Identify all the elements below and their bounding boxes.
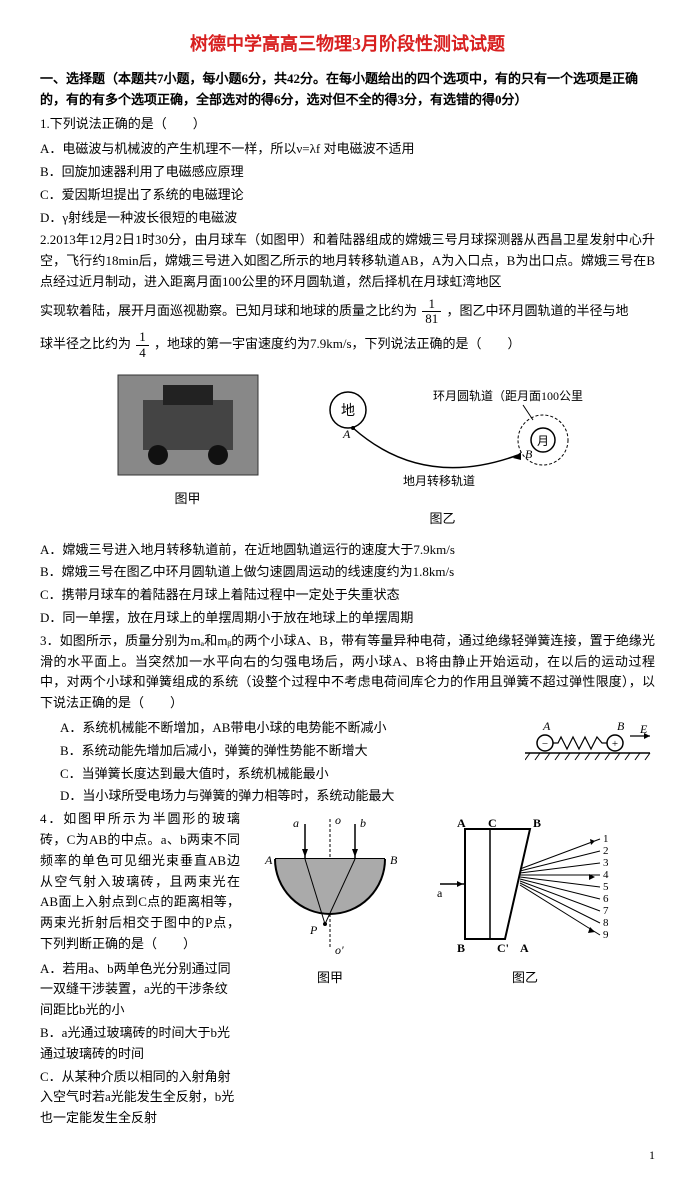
page-title: 树德中学高高三物理3月阶段性测试试题 bbox=[40, 30, 655, 59]
q4-A: A bbox=[264, 853, 273, 867]
q2-frac2-den: 4 bbox=[136, 346, 149, 360]
q4-optC: C．从某种介质以相同的入射角射入空气时若a光能发生全反射，b光也一定能发生全反射 bbox=[40, 1067, 240, 1129]
ray6: 6 bbox=[603, 893, 609, 905]
prism-A2: A bbox=[520, 941, 529, 955]
q3-labelB: B bbox=[617, 719, 625, 733]
prism-C: C bbox=[488, 816, 497, 830]
q2-stem-3b: ，地球的第一宇宙速度约为7.9km/s，下列说法正确的是（ ） bbox=[154, 336, 521, 351]
q3-labelA: A bbox=[542, 719, 551, 733]
moon-label: 月 bbox=[536, 434, 548, 448]
page-number: 1 bbox=[40, 1146, 655, 1165]
q2-frac2-num: 1 bbox=[136, 330, 149, 345]
q2-stem-3a: 球半径之比约为 bbox=[40, 336, 131, 351]
q2-frac2: 1 4 bbox=[136, 330, 149, 360]
q2-stem-2b: ，图乙中环月圆轨道的半径与地 bbox=[447, 303, 629, 318]
q4-figures: o o' A B C a b P 图甲 bbox=[255, 809, 615, 989]
q2-fig-yi-label: 图乙 bbox=[303, 509, 583, 530]
ray1: 1 bbox=[603, 833, 609, 845]
q2-frac1-num: 1 bbox=[422, 297, 441, 312]
q4-o: o bbox=[335, 813, 341, 827]
svg-text:−: − bbox=[542, 738, 548, 750]
q3-stem: 3．如图所示，质量分别为mₐ和mᵦ的两个小球A、B，带有等量异种电荷，通过绝缘轻… bbox=[40, 631, 655, 714]
q2-figures: 图甲 地 A B 月 环月圆轨道（距月面100公里） 地月转移轨道 图乙 bbox=[40, 370, 655, 530]
q4-b: b bbox=[360, 816, 366, 830]
q1-optD: D．γ射线是一种波长很短的电磁波 bbox=[40, 208, 655, 229]
q2-frac1-den: 81 bbox=[422, 312, 441, 326]
q2-stem-2a: 实现软着陆，展开月面巡视勘察。已知月球和地球的质量之比约为 bbox=[40, 303, 417, 318]
q3-optD: D．当小球所受电场力与弹簧的弹力相等时，系统动能最大 bbox=[60, 786, 515, 807]
svg-text:+: + bbox=[612, 738, 618, 750]
prism-C2: C' bbox=[497, 941, 509, 955]
q3-labelE: E bbox=[639, 722, 648, 736]
q1-optB: B．回旋加速器利用了电磁感应原理 bbox=[40, 162, 655, 183]
orbit-label: 环月圆轨道（距月面100公里） bbox=[433, 389, 583, 403]
q3-options: A．系统机械能不断增加，AB带电小球的电势能不断减小 B．系统动能先增加后减小，… bbox=[40, 718, 515, 809]
q4-fig-yi: A C B B C' A a 1 2 3 4 5 bbox=[435, 809, 615, 989]
prism-B2: B bbox=[457, 941, 465, 955]
lunar-rover-image bbox=[113, 370, 263, 480]
q4-optA: A．若用a、b两单色光分别通过同一双缝干涉装置，a光的干涉条纹间距比b光的小 bbox=[40, 959, 240, 1021]
ray4: 4 bbox=[603, 869, 609, 881]
q2-stem-2: 实现软着陆，展开月面巡视勘察。已知月球和地球的质量之比约为 1 81 ，图乙中环… bbox=[40, 297, 655, 327]
q2-optC: C．携带月球车的着陆器在月球上着陆过程中一定处于失重状态 bbox=[40, 585, 655, 606]
q1-optC: C．爱因斯坦提出了系统的电磁理论 bbox=[40, 185, 655, 206]
ray5: 5 bbox=[603, 881, 609, 893]
ray8: 8 bbox=[603, 917, 609, 929]
q4-a: a bbox=[293, 816, 299, 830]
q2-optA: A．嫦娥三号进入地月转移轨道前，在近地圆轨道运行的速度大于7.9km/s bbox=[40, 540, 655, 561]
q2-stem-3: 球半径之比约为 1 4 ，地球的第一宇宙速度约为7.9km/s，下列说法正确的是… bbox=[40, 330, 655, 360]
q1-optA: A．电磁波与机械波的产生机理不一样，所以ν=λf 对电磁波不适用 bbox=[40, 139, 655, 160]
q2-stem-1: 2.2013年12月2日1时30分，由月球车（如图甲）和着陆器组成的嫦娥三号月球… bbox=[40, 230, 655, 292]
ray2: 2 bbox=[603, 845, 609, 857]
q2-optD: D．同一单摆，放在月球上的单摆周期小于放在地球上的单摆周期 bbox=[40, 608, 655, 629]
q2-fig-jia: 图甲 bbox=[113, 370, 263, 530]
q4-B: B bbox=[390, 853, 398, 867]
prism-B: B bbox=[533, 816, 541, 830]
spring-diagram: A B E − + bbox=[525, 718, 655, 768]
q1-stem: 1.下列说法正确的是（ ） bbox=[40, 114, 655, 135]
point-A: A bbox=[342, 427, 351, 441]
prism-A: A bbox=[457, 816, 466, 830]
q3-layout: A．系统机械能不断增加，AB带电小球的电势能不断减小 B．系统动能先增加后减小，… bbox=[40, 718, 655, 809]
q4-fig-yi-label: 图乙 bbox=[435, 968, 615, 989]
q2-fig-jia-label: 图甲 bbox=[113, 489, 263, 510]
transfer-label: 地月转移轨道 bbox=[403, 473, 475, 488]
glass-semicircle: o o' A B C a b P bbox=[255, 809, 405, 959]
q4-fig-jia: o o' A B C a b P 图甲 bbox=[255, 809, 405, 989]
q4-P: P bbox=[309, 923, 318, 937]
ray3: 3 bbox=[603, 857, 609, 869]
prism-diagram: A C B B C' A a 1 2 3 4 5 bbox=[435, 809, 615, 959]
section-header: 一、选择题（本题共7小题，每小题6分，共42分。在每小题给出的四个选项中，有的只… bbox=[40, 69, 655, 111]
orbit-diagram: 地 A B 月 环月圆轨道（距月面100公里） 地月转移轨道 bbox=[303, 370, 583, 500]
ray9: 9 bbox=[603, 929, 609, 941]
q4-stem: 4．如图甲所示为半圆形的玻璃砖，C为AB的中点。a、b两束不同频率的单色可见细光… bbox=[40, 809, 240, 955]
q3-figure: A B E − + bbox=[525, 718, 655, 775]
q4-layout: 4．如图甲所示为半圆形的玻璃砖，C为AB的中点。a、b两束不同频率的单色可见细光… bbox=[40, 809, 655, 1131]
q4-optB: B．a光通过玻璃砖的时间大于b光通过玻璃砖的时间 bbox=[40, 1023, 240, 1065]
q4-fig-jia-label: 图甲 bbox=[255, 968, 405, 989]
q2-fig-yi: 地 A B 月 环月圆轨道（距月面100公里） 地月转移轨道 图乙 bbox=[303, 370, 583, 530]
q3-optC: C．当弹簧长度达到最大值时，系统机械能最小 bbox=[60, 764, 515, 785]
q2-optB: B．嫦娥三号在图乙中环月圆轨道上做匀速圆周运动的线速度约为1.8km/s bbox=[40, 562, 655, 583]
prism-a: a bbox=[437, 886, 443, 900]
q3-optB: B．系统动能先增加后减小，弹簧的弹性势能不断增大 bbox=[60, 741, 515, 762]
q3-optA: A．系统机械能不断增加，AB带电小球的电势能不断减小 bbox=[60, 718, 515, 739]
ray7: 7 bbox=[603, 905, 609, 917]
q4-o2: o' bbox=[335, 943, 344, 957]
earth-label: 地 bbox=[341, 403, 355, 419]
q2-frac1: 1 81 bbox=[422, 297, 441, 327]
q4-text: 4．如图甲所示为半圆形的玻璃砖，C为AB的中点。a、b两束不同频率的单色可见细光… bbox=[40, 809, 240, 1131]
